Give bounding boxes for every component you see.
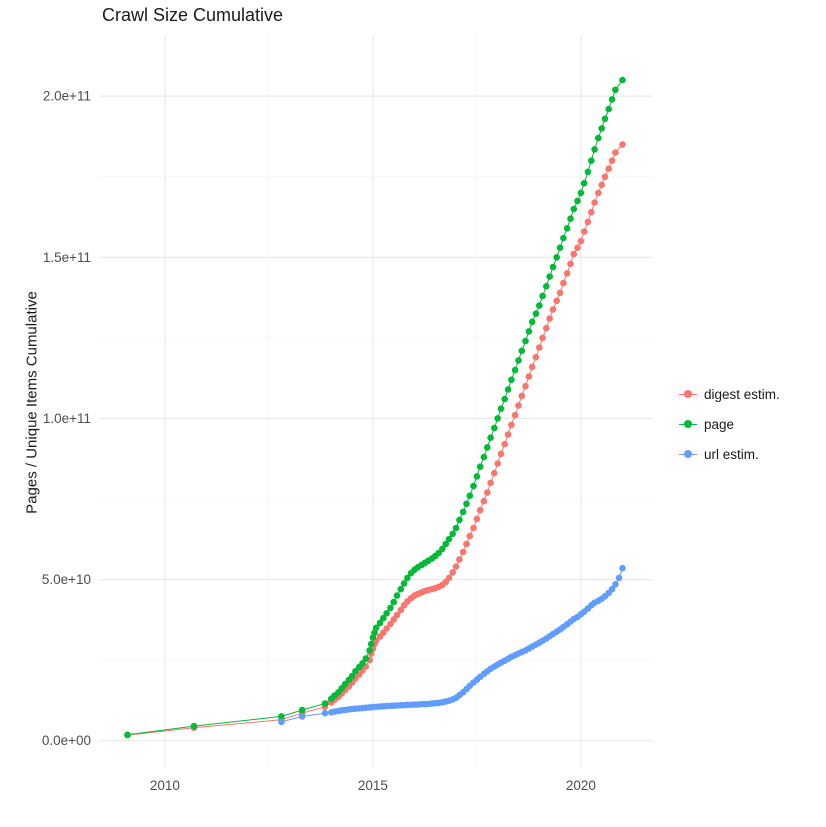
svg-text:1.5e+11: 1.5e+11 bbox=[43, 250, 91, 265]
svg-text:5.0e+10: 5.0e+10 bbox=[42, 572, 91, 587]
legend-key-icon bbox=[679, 447, 697, 461]
legend-item-url: url estim. bbox=[679, 439, 780, 469]
svg-text:2010: 2010 bbox=[150, 778, 180, 793]
legend-item-page: page bbox=[679, 409, 780, 439]
legend-item-digest: digest estim. bbox=[679, 379, 780, 409]
svg-text:2015: 2015 bbox=[358, 778, 388, 793]
svg-text:2.0e+11: 2.0e+11 bbox=[43, 89, 91, 104]
legend: digest estim. page url estim. bbox=[679, 379, 780, 469]
chart-title: Crawl Size Cumulative bbox=[102, 5, 284, 25]
legend-label: digest estim. bbox=[704, 386, 780, 402]
legend-key-icon bbox=[679, 387, 697, 401]
svg-text:2020: 2020 bbox=[566, 778, 596, 793]
svg-text:1.0e+11: 1.0e+11 bbox=[43, 411, 91, 426]
legend-label: url estim. bbox=[704, 446, 759, 462]
svg-text:0.0e+00: 0.0e+00 bbox=[42, 733, 91, 748]
legend-key-icon bbox=[679, 417, 697, 431]
legend-label: page bbox=[704, 416, 735, 432]
